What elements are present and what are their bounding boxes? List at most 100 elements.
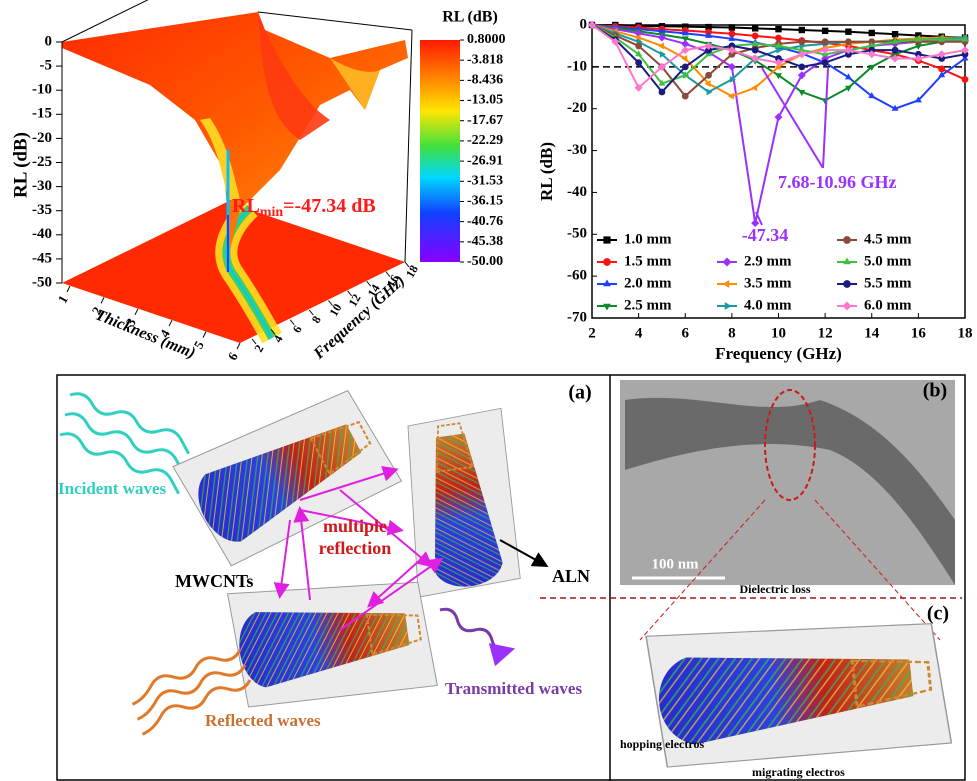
y-tick-label: -20 bbox=[567, 100, 587, 116]
x-tick bbox=[203, 332, 206, 338]
x-tick-label: 4 bbox=[635, 325, 643, 341]
panel-label: (a) bbox=[568, 382, 591, 404]
x-tick bbox=[67, 286, 70, 292]
x-tick bbox=[237, 343, 240, 349]
z-tick-label: -35 bbox=[32, 202, 52, 218]
colorbar-tick-label: -31.53 bbox=[467, 174, 503, 189]
legend-marker bbox=[603, 280, 611, 287]
z-tick-label: -15 bbox=[32, 106, 52, 122]
legend-marker bbox=[843, 280, 851, 288]
y-tick-label: 18 bbox=[403, 263, 421, 280]
y-tick-label: -40 bbox=[567, 184, 587, 200]
series-marker bbox=[775, 35, 782, 42]
series-marker bbox=[659, 89, 666, 96]
colorbar-tick-label: -3.818 bbox=[467, 52, 503, 67]
schematic: (a) Incident waves multiple reflection M… bbox=[56, 375, 965, 781]
legend-label: 2.9 mm bbox=[744, 253, 792, 269]
series-marker bbox=[869, 30, 875, 36]
box-edge bbox=[405, 30, 412, 262]
x-tick-label: 6 bbox=[682, 325, 690, 341]
legend-label: 6.0 mm bbox=[864, 297, 912, 313]
surface-chart: RL (dB) RLmin=-47.34 dB RL (dB) 0-5-10-1… bbox=[10, 0, 505, 363]
series-marker bbox=[635, 43, 642, 50]
incident-label: Incident waves bbox=[58, 479, 167, 498]
x-tick-label: 8 bbox=[728, 325, 736, 341]
y-tick-label: -10 bbox=[567, 58, 587, 74]
z-tick-label: -45 bbox=[32, 250, 52, 266]
migrating-label: migrating electros bbox=[752, 765, 845, 779]
box-edge bbox=[258, 12, 412, 30]
legend-label: 4.5 mm bbox=[864, 231, 912, 247]
z-tick-label: -25 bbox=[32, 154, 52, 170]
legend-label: 1.5 mm bbox=[624, 253, 672, 269]
legend-marker bbox=[603, 236, 610, 243]
z-tick-label: -40 bbox=[32, 226, 52, 242]
colorbar-title: RL (dB) bbox=[442, 9, 498, 26]
series-marker bbox=[799, 27, 805, 33]
legend-label: 4.0 mm bbox=[744, 297, 792, 313]
legend-label: 5.5 mm bbox=[864, 275, 912, 291]
x-tick-label: 18 bbox=[958, 325, 973, 341]
colorbar-tick-label: -8.436 bbox=[467, 73, 503, 88]
panel-label: (c) bbox=[927, 603, 949, 625]
z-tick-label: -10 bbox=[32, 82, 52, 98]
colorbar bbox=[420, 40, 460, 262]
series-marker bbox=[962, 76, 969, 83]
legend-label: 1.0 mm bbox=[624, 231, 672, 247]
reflection-label: multiple bbox=[323, 516, 387, 536]
colorbar-tick-label: -26.91 bbox=[467, 153, 503, 168]
z-axis-title: RL (dB) bbox=[10, 132, 31, 198]
legend-label: 2.5 mm bbox=[624, 297, 672, 313]
legend-marker bbox=[603, 304, 611, 311]
x-tick bbox=[135, 309, 138, 315]
annotation-part: RL bbox=[232, 195, 260, 217]
line-chart: 0-10-20-30-40-50-60-7024681012141618Freq… bbox=[537, 16, 973, 362]
y-tick-label: 2 bbox=[251, 342, 266, 354]
series-marker bbox=[775, 113, 783, 121]
series-marker bbox=[752, 32, 759, 39]
y-tick-label: 0 bbox=[580, 16, 588, 32]
annotation: -47.34 bbox=[742, 225, 789, 245]
hopping-label: hopping electros bbox=[620, 737, 704, 751]
annotation-part: min bbox=[260, 205, 284, 220]
colorbar-tick-label: -13.05 bbox=[467, 93, 503, 108]
x-tick-label: 14 bbox=[864, 325, 880, 341]
legend-marker bbox=[723, 280, 730, 288]
legend-marker bbox=[843, 258, 851, 265]
series-marker bbox=[822, 38, 829, 45]
series-marker bbox=[682, 93, 689, 100]
series-marker bbox=[775, 26, 781, 32]
colorbar-tick-label: -45.38 bbox=[467, 234, 503, 249]
y-tick-label: 6 bbox=[290, 323, 305, 335]
series-marker bbox=[751, 84, 757, 91]
x-axis-title: Frequency (GHz) bbox=[715, 344, 842, 363]
x-tick-label: 2 bbox=[588, 325, 596, 341]
series-marker bbox=[752, 47, 759, 54]
transmitted-label: Transmitted waves bbox=[445, 679, 582, 698]
x-tick-label: 12 bbox=[818, 325, 833, 341]
y-tick-label: -50 bbox=[567, 226, 587, 242]
series-marker bbox=[892, 47, 899, 54]
y-tick-label: -70 bbox=[567, 309, 587, 325]
colorbar-tick-label: -50.00 bbox=[467, 254, 503, 269]
series-marker bbox=[822, 59, 829, 66]
x-tick-label: 1 bbox=[55, 293, 71, 306]
z-tick-label: -50 bbox=[32, 274, 52, 290]
series-marker bbox=[752, 25, 758, 31]
x-tick bbox=[101, 297, 104, 303]
series-marker bbox=[822, 28, 828, 34]
legend-label: 2.0 mm bbox=[624, 275, 672, 291]
y-tick-label: -60 bbox=[567, 268, 587, 284]
colorbar-tick-label: -22.29 bbox=[467, 133, 503, 148]
series-marker bbox=[845, 28, 851, 34]
z-tick-label: -20 bbox=[32, 130, 52, 146]
panel-label: (b) bbox=[923, 380, 947, 402]
nanotube bbox=[394, 408, 525, 597]
series-marker bbox=[798, 38, 805, 45]
colorbar-tick-label: -36.15 bbox=[467, 194, 503, 209]
series-marker bbox=[892, 31, 898, 37]
legend-marker bbox=[725, 302, 732, 310]
legend-label: 3.5 mm bbox=[744, 275, 792, 291]
nanotube bbox=[228, 567, 438, 713]
aln-label: ALN bbox=[552, 566, 590, 586]
